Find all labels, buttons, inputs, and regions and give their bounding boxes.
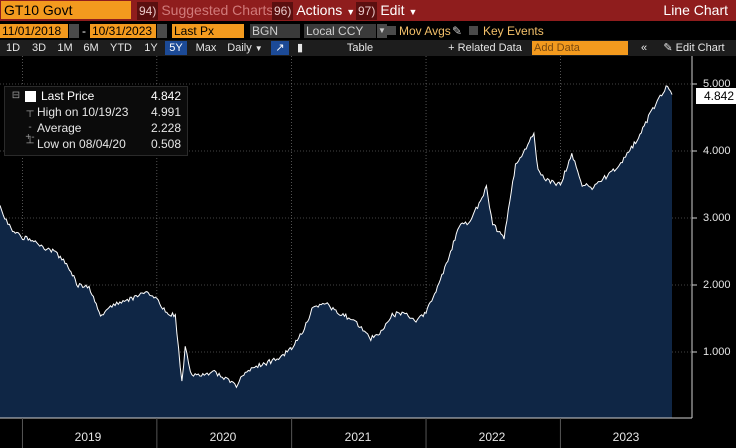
- edit-chart-label: Edit Chart: [675, 42, 725, 54]
- legend-value: 2.228: [151, 121, 182, 135]
- chart-type-title: Line Chart: [663, 2, 728, 18]
- legend-label: Last Price: [41, 89, 95, 103]
- period-bar: 1D 3D 1M 6M YTD 1Y 5Y Max Daily ▼ ↗ ▮ Ta…: [0, 40, 736, 56]
- chevron-down-icon: ▼: [408, 7, 418, 17]
- period-1m[interactable]: 1M: [57, 42, 73, 54]
- edit-chart-button[interactable]: ✎ Edit Chart: [654, 41, 734, 55]
- chevron-down-icon[interactable]: ▼: [377, 24, 387, 38]
- ticker-field[interactable]: GT10 Govt: [1, 1, 131, 19]
- price-area: [0, 85, 672, 419]
- frequency-selector[interactable]: Daily ▼: [223, 41, 267, 55]
- legend-label: Average: [37, 121, 82, 135]
- legend-row-average: -+- Average 2.228: [5, 121, 187, 143]
- edit-number: 97): [356, 2, 378, 20]
- x-tick-label: 2023: [612, 430, 640, 444]
- actions-label: Actions: [296, 2, 343, 18]
- pencil-icon[interactable]: ✎: [452, 24, 463, 38]
- frequency-label: Daily: [227, 42, 252, 54]
- legend-value: 4.842: [151, 89, 182, 103]
- x-tick-label: 2021: [344, 430, 372, 444]
- period-1d[interactable]: 1D: [5, 42, 21, 54]
- price-chart[interactable]: [0, 56, 736, 448]
- calendar-icon[interactable]: [157, 24, 167, 38]
- legend-value: 0.508: [151, 137, 182, 151]
- period-6m[interactable]: 6M: [83, 42, 99, 54]
- related-data-label: Related Data: [457, 42, 522, 54]
- legend-value: 4.991: [151, 105, 182, 119]
- legend-row-last-price: ⊟ Last Price 4.842: [5, 89, 187, 104]
- collapse-left-icon[interactable]: «: [640, 42, 648, 54]
- date-separator: -: [82, 24, 86, 38]
- bar-chart-icon[interactable]: ▮: [296, 42, 304, 54]
- mov-avgs-label: Mov Avgs: [399, 24, 451, 38]
- price-line: [0, 85, 673, 389]
- y-tick-label: 2.000: [703, 279, 731, 291]
- y-tick-label: 1.000: [703, 346, 731, 358]
- last-price-tag: 4.842: [696, 88, 736, 104]
- collapse-icon[interactable]: ⊟: [11, 90, 21, 101]
- line-chart-icon[interactable]: ↗: [271, 41, 289, 55]
- field-selector[interactable]: Last Px: [172, 24, 244, 38]
- related-data-button[interactable]: + Related Data: [442, 41, 528, 55]
- main-toolbar: GT10 Govt 94) Suggested Charts 96) Actions…: [0, 0, 736, 21]
- y-tick-label: 5.000: [703, 78, 731, 90]
- x-tick-label: 2019: [74, 430, 102, 444]
- legend-row-high: ┬ High on 10/19/23 4.991: [5, 105, 187, 120]
- chart-legend[interactable]: ⊟ Last Price 4.842 ┬ High on 10/19/23 4.…: [4, 86, 188, 156]
- y-tick-label: 3.000: [703, 212, 731, 224]
- mov-avgs-checkbox[interactable]: [387, 26, 396, 35]
- period-5y[interactable]: 5Y: [165, 41, 187, 55]
- high-marker-icon: ┬: [26, 106, 34, 117]
- edit-label: Edit: [380, 2, 405, 18]
- chevron-down-icon: ▼: [254, 44, 263, 53]
- chevron-down-icon: ▼: [346, 7, 356, 17]
- average-marker-icon: -+-: [25, 122, 35, 143]
- source-field[interactable]: BGN: [250, 24, 300, 38]
- end-date-field[interactable]: 10/31/2023: [90, 24, 156, 38]
- actions-button[interactable]: 96) Actions ▼: [272, 1, 356, 20]
- period-ytd[interactable]: YTD: [110, 42, 132, 54]
- actions-number: 96): [272, 2, 294, 20]
- pencil-icon: ✎: [663, 42, 673, 54]
- key-events-label: Key Events: [483, 24, 544, 38]
- currency-field[interactable]: Local CCY: [304, 24, 376, 38]
- add-data-input[interactable]: Add Data: [532, 41, 628, 55]
- chart-axes: [0, 56, 697, 448]
- key-events-checkbox[interactable]: [469, 26, 478, 35]
- edit-button[interactable]: 97) Edit ▼: [356, 1, 418, 20]
- calendar-icon[interactable]: [69, 24, 79, 38]
- plus-icon: +: [448, 42, 455, 54]
- suggested-charts-number: 94): [137, 2, 159, 20]
- parameter-bar: 11/01/2018 - 10/31/2023 Last Px BGN Loca…: [0, 22, 736, 40]
- y-tick-label: 4.000: [703, 145, 731, 157]
- low-marker-icon: ┴: [26, 138, 34, 149]
- legend-label: Low on 08/04/20: [37, 137, 126, 151]
- legend-label: High on 10/19/23: [37, 105, 129, 119]
- suggested-charts-label: Suggested Charts: [161, 2, 274, 18]
- table-button[interactable]: Table: [346, 42, 374, 54]
- period-max[interactable]: Max: [195, 42, 217, 54]
- x-tick-label: 2022: [478, 430, 506, 444]
- series-swatch: [25, 91, 36, 102]
- legend-row-low: ┴ Low on 08/04/20 0.508: [5, 137, 187, 152]
- suggested-charts-button[interactable]: 94) Suggested Charts: [137, 1, 274, 20]
- period-3d[interactable]: 3D: [31, 42, 47, 54]
- period-1y[interactable]: 1Y: [144, 42, 158, 54]
- x-tick-label: 2020: [209, 430, 237, 444]
- start-date-field[interactable]: 11/01/2018: [0, 24, 68, 38]
